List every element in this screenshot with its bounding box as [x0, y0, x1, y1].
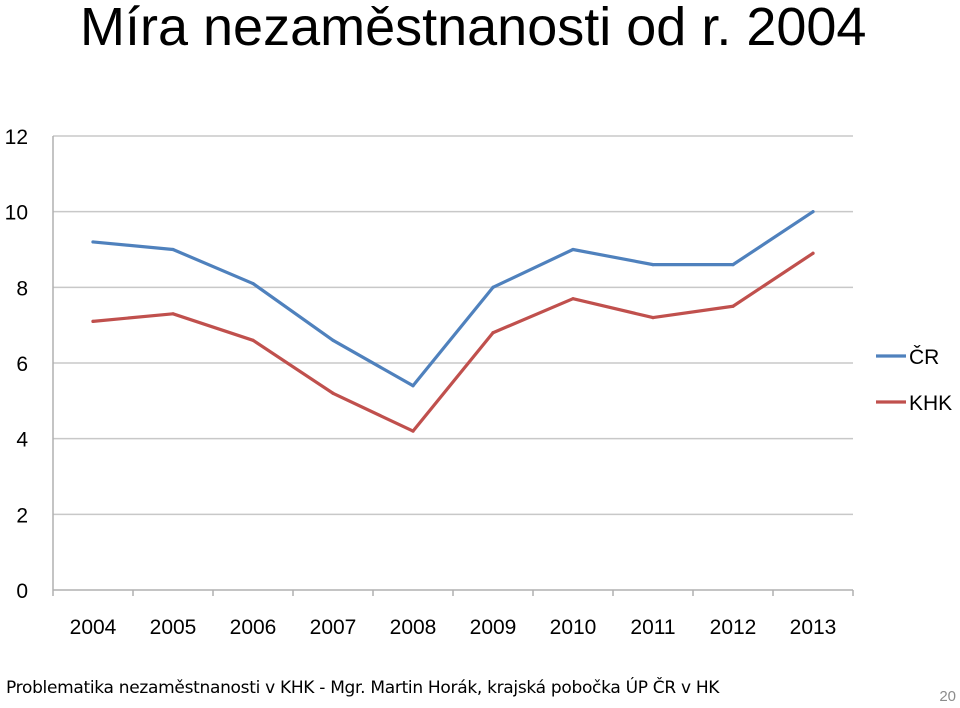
y-tick-label: 12: [5, 126, 28, 149]
x-tick-label: 2011: [630, 616, 675, 639]
y-tick-label: 2: [16, 504, 28, 527]
x-tick-label: 2005: [150, 616, 197, 639]
data-point: [731, 304, 735, 308]
gridlines: [53, 135, 853, 516]
y-tick-label: 0: [16, 580, 28, 603]
y-tick-labels: 0 2 4 6 8 10 12: [5, 126, 29, 603]
slide-footer: Problematika nezaměstnanosti v KHK - Mgr…: [6, 678, 720, 698]
data-point: [411, 384, 415, 388]
data-point: [651, 316, 655, 320]
y-tick-label: 4: [16, 429, 28, 452]
data-point: [491, 331, 495, 335]
x-tick-label: 2007: [310, 616, 357, 639]
data-point: [91, 319, 95, 323]
data-point: [811, 251, 815, 255]
data-point: [411, 429, 415, 433]
x-tick-label: 2013: [790, 616, 837, 639]
data-point: [571, 247, 575, 252]
x-tick-label: 2012: [710, 616, 757, 639]
data-point: [491, 285, 495, 289]
legend: ČR KHK: [876, 346, 952, 415]
series-lines: [91, 210, 815, 433]
data-point: [651, 263, 655, 267]
series-line-khk: [91, 251, 815, 433]
x-tick-label: 2009: [470, 616, 517, 639]
data-point: [331, 338, 335, 342]
data-point: [331, 391, 335, 395]
data-point: [731, 263, 735, 267]
data-point: [811, 210, 815, 214]
x-tick-label: 2008: [390, 616, 437, 639]
x-tick-label: 2004: [70, 616, 117, 639]
x-tick-label: 2006: [230, 616, 277, 639]
data-point: [171, 247, 175, 252]
data-point: [91, 240, 95, 244]
y-tick-label: 6: [16, 353, 28, 376]
legend-label: ČR: [909, 346, 939, 369]
slide-title: Míra nezaměstnanosti od r. 2004: [80, 0, 867, 57]
data-point: [571, 297, 575, 301]
data-point: [251, 281, 255, 286]
data-point: [251, 338, 255, 342]
legend-label: KHK: [909, 392, 952, 415]
y-tick-label: 10: [5, 202, 28, 225]
x-tick-labels: 2004 2005 2006 2007 2008 2009 2010 2011 2012 2013: [70, 616, 837, 639]
page-number: 20: [939, 688, 956, 705]
series-line-čr: [91, 210, 815, 388]
y-tick-label: 8: [16, 277, 28, 300]
data-point: [171, 312, 175, 316]
x-tick-label: 2010: [550, 616, 597, 639]
axes: [52, 136, 854, 596]
